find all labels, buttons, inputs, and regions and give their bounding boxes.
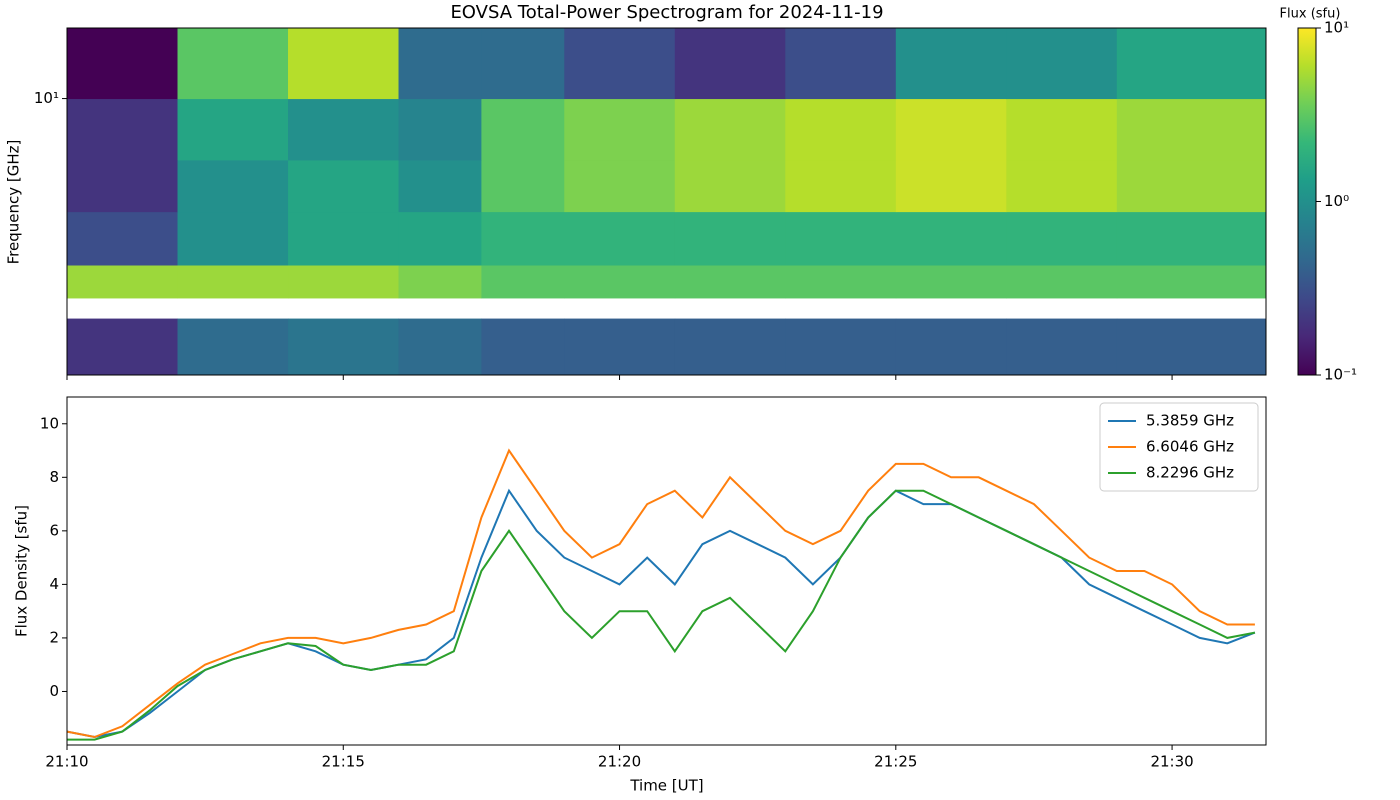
heatmap-cell — [288, 159, 400, 213]
heatmap-cell — [1116, 318, 1267, 376]
heatmap-cell — [895, 264, 1007, 299]
line-series — [67, 488, 1256, 739]
chart-title: EOVSA Total-Power Spectrogram for 2024-1… — [450, 2, 883, 23]
heatmap-cell — [67, 318, 179, 376]
heatmap-cell — [398, 318, 482, 376]
heatmap-cell — [564, 264, 676, 299]
colorbar-tick-label: 10¹ — [1324, 19, 1349, 37]
heatmap-cell — [895, 318, 1007, 376]
plot-frame — [66, 27, 1267, 376]
heatmap-cell — [481, 264, 565, 299]
x-tick-label: 21:15 — [322, 753, 365, 771]
heatmap-cell — [1006, 159, 1118, 213]
y-tick-label: 10 — [40, 414, 59, 432]
heatmap-cell — [481, 98, 565, 161]
heatmap-cell — [1006, 28, 1118, 100]
heatmap-cell — [674, 159, 786, 213]
x-tick-label: 21:20 — [598, 753, 641, 771]
legend-label: 5.3859 GHz — [1146, 412, 1234, 430]
heatmap-cell — [674, 28, 786, 100]
y-axis-label: Frequency [GHz] — [5, 140, 23, 265]
heatmap-cell — [177, 98, 289, 161]
heatmap-cell — [288, 318, 400, 376]
heatmap-cell — [564, 211, 676, 266]
heatmap-cell — [177, 318, 289, 376]
legend-box — [1099, 402, 1259, 492]
y-tick-label: 6 — [49, 521, 59, 539]
legend-label: 8.2296 GHz — [1146, 464, 1234, 482]
heatmap-cell — [564, 318, 676, 376]
heatmap-cell — [288, 98, 400, 161]
heatmap-cell — [895, 159, 1007, 213]
heatmap-cell — [481, 159, 565, 213]
heatmap-cell — [1116, 28, 1267, 100]
x-tick-label: 21:25 — [874, 753, 917, 771]
heatmap-cell — [1116, 98, 1267, 161]
heatmap-cell — [288, 264, 400, 299]
heatmap-cell — [398, 211, 482, 266]
heatmap-cell — [895, 211, 1007, 266]
heatmap-cell — [785, 264, 897, 299]
heatmap-cell — [398, 264, 482, 299]
heatmap-cell — [674, 318, 786, 376]
plot-frame — [66, 396, 1267, 746]
x-tick-label: 21:10 — [45, 753, 88, 771]
colorbar-label: Flux (sfu) — [1280, 7, 1341, 22]
heatmap-cell — [1006, 211, 1118, 266]
heatmap-cell — [177, 159, 289, 213]
heatmap-cell — [785, 28, 897, 100]
heatmap-cell — [785, 211, 897, 266]
heatmap-cell — [674, 264, 786, 299]
x-axis-label: Time [UT] — [629, 777, 703, 795]
heatmap-cell — [785, 318, 897, 376]
heatmap-cell — [1006, 318, 1118, 376]
y-axis-label: Flux Density [sfu] — [13, 505, 31, 637]
legend-label: 6.6046 GHz — [1146, 438, 1234, 456]
heatmap-cell — [481, 28, 565, 100]
heatmap-cell — [895, 28, 1007, 100]
heatmap-cell — [288, 211, 400, 266]
heatmap-cell — [67, 98, 179, 161]
y-tick-label: 2 — [49, 628, 59, 646]
heatmap-cell — [564, 98, 676, 161]
heatmap-cell — [67, 159, 179, 213]
y-tick-label: 4 — [49, 575, 59, 593]
y-tick-label: 0 — [49, 682, 59, 700]
heatmap-cell — [895, 98, 1007, 161]
heatmap-cell — [481, 318, 565, 376]
heatmap-cell — [674, 211, 786, 266]
heatmap-cell — [67, 28, 179, 100]
heatmap-cell — [785, 98, 897, 161]
colorbar-tick-label: 10⁻¹ — [1324, 366, 1357, 384]
y-tick-label: 10¹ — [34, 89, 59, 107]
heatmap-cell — [1116, 264, 1267, 299]
line-series — [67, 448, 1255, 739]
heatmap-cell — [67, 264, 179, 299]
heatmap-cell — [1116, 159, 1267, 213]
heatmap-cell — [398, 98, 482, 161]
heatmap-cell — [785, 159, 897, 213]
heatmap-cell — [288, 28, 400, 100]
heatmap-cell — [398, 28, 482, 100]
heatmap-cell — [564, 28, 676, 100]
heatmap-cell — [1006, 98, 1118, 161]
line-series — [67, 489, 1256, 741]
heatmap-cell — [177, 28, 289, 100]
heatmap-cell — [481, 211, 565, 266]
y-tick-label: 8 — [49, 468, 59, 486]
heatmap-cell — [674, 98, 786, 161]
x-tick-label: 21:30 — [1150, 753, 1193, 771]
heatmap-cell — [177, 264, 289, 299]
heatmap-cell — [177, 211, 289, 266]
colorbar-tick-label: 10⁰ — [1324, 192, 1349, 210]
heatmap-cell — [564, 159, 676, 213]
colorbar — [1297, 27, 1317, 376]
heatmap-cell — [398, 159, 482, 213]
heatmap-cell — [67, 211, 179, 266]
heatmap-cell — [1006, 264, 1118, 299]
heatmap-cell — [1116, 211, 1267, 266]
